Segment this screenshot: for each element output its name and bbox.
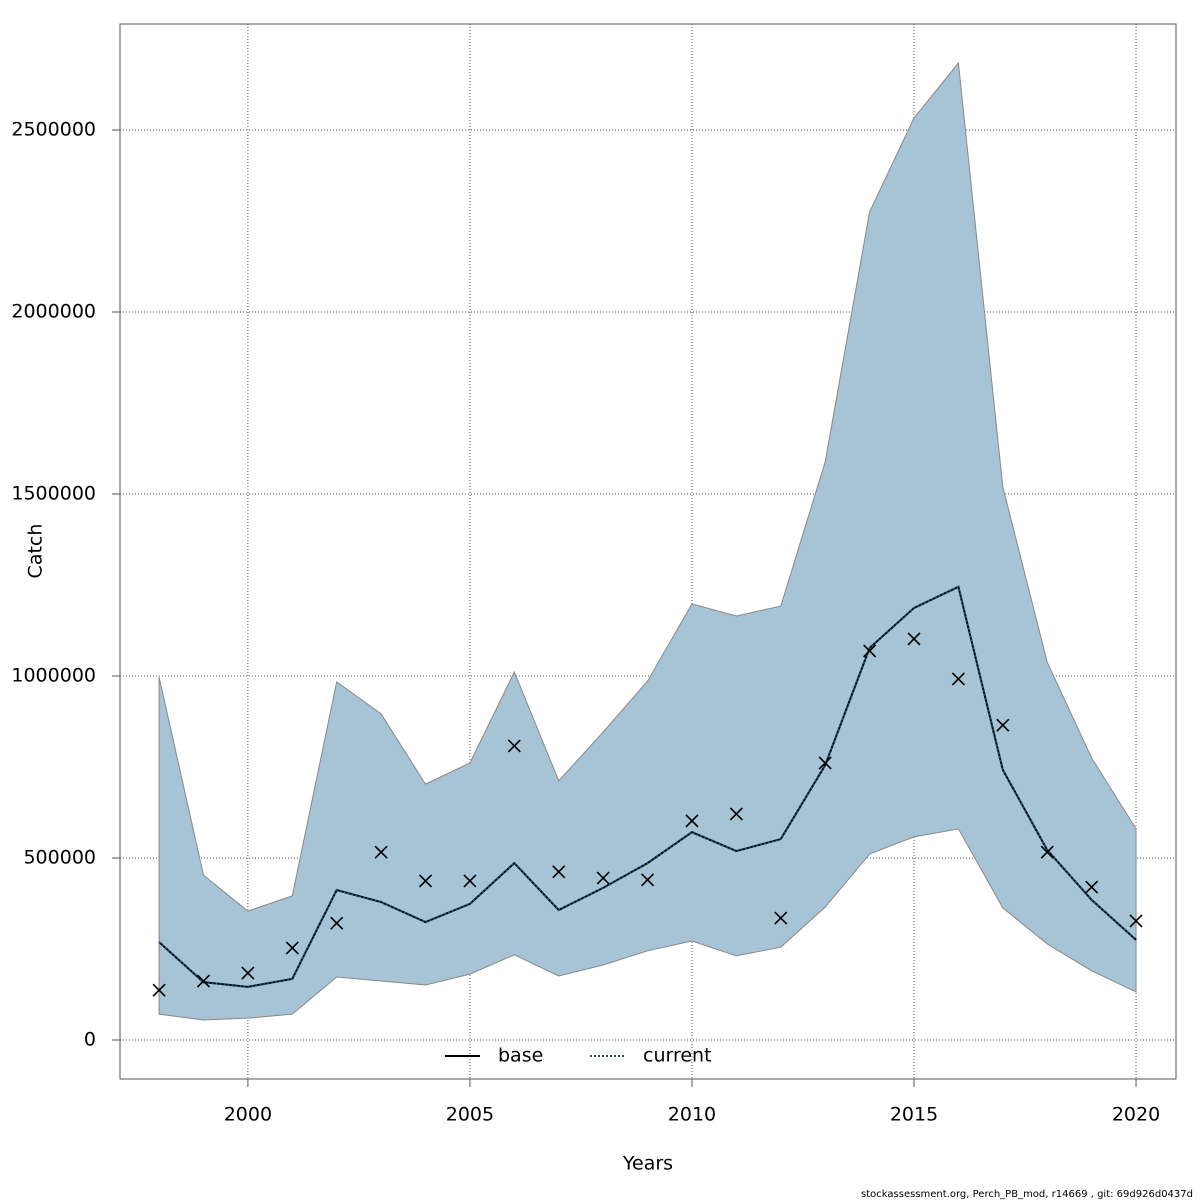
x-tick-label: 2000 — [224, 1104, 272, 1126]
observed-point — [507, 739, 521, 753]
x-tick-label: 2015 — [890, 1104, 938, 1126]
plot-frame — [119, 23, 1177, 1080]
footer: stockassessment.org, Perch_PB_mod, r1466… — [861, 1189, 1193, 1200]
observed-point — [951, 672, 965, 686]
observed-point — [552, 865, 566, 879]
observed-point — [774, 911, 788, 925]
observed-point — [463, 874, 477, 888]
observed-point — [152, 983, 166, 997]
y-tick-label: 1500000 — [11, 483, 96, 505]
y-tick-label: 2000000 — [11, 301, 96, 323]
x-axis-label: Years — [622, 1153, 673, 1175]
observed-point — [818, 756, 832, 770]
observed-point — [374, 845, 388, 859]
observed-point — [285, 941, 299, 955]
observed-point — [418, 874, 433, 888]
y-tick-label: 500000 — [23, 847, 96, 869]
observed-point — [196, 974, 211, 988]
observed-point — [241, 966, 255, 980]
y-tick-label: 0 — [84, 1029, 96, 1051]
observed-point — [863, 644, 877, 658]
observed-point — [640, 873, 655, 887]
legend-label: base — [498, 1045, 543, 1067]
observed-point — [729, 807, 743, 821]
y-tick-label: 1000000 — [11, 665, 96, 687]
observed-point — [1129, 914, 1143, 928]
x-tick-label: 2005 — [446, 1104, 494, 1126]
series-line — [158, 585, 1137, 988]
observed-point — [1085, 880, 1099, 894]
observed-point — [685, 814, 699, 828]
observed-point — [996, 718, 1010, 732]
x-tick-label: 2010 — [668, 1104, 716, 1126]
legend-label: current — [643, 1045, 712, 1067]
observed-point — [1040, 845, 1054, 859]
observed-point — [330, 916, 344, 930]
observed-point — [907, 632, 921, 646]
confidence-band — [158, 61, 1137, 1021]
x-tick-label: 2020 — [1112, 1104, 1160, 1126]
y-tick-label: 2500000 — [11, 119, 96, 141]
observed-point — [596, 871, 610, 885]
y-axis-label: Catch — [25, 524, 47, 579]
